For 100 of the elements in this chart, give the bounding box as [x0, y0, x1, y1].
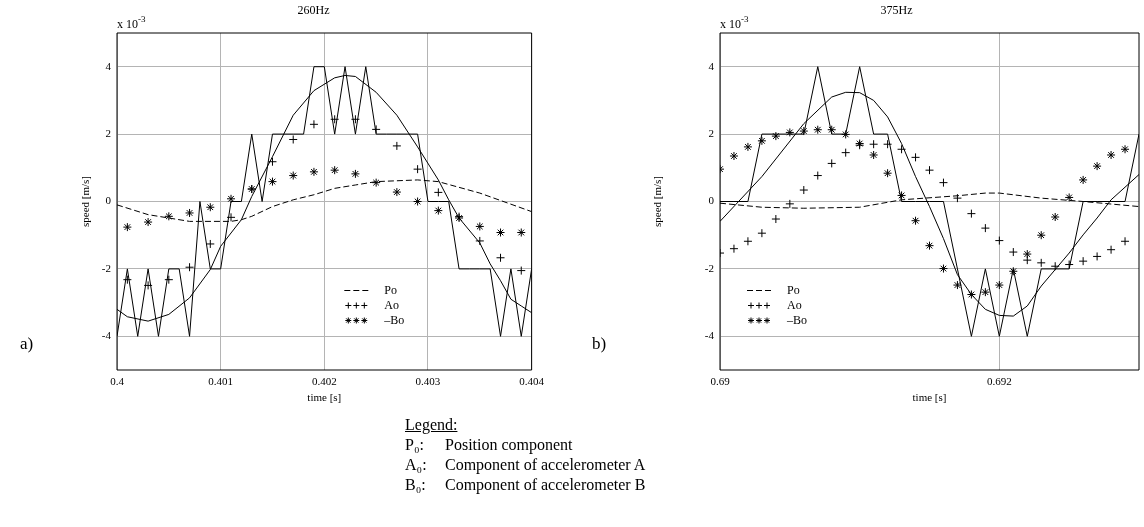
point [757, 136, 767, 146]
text: Legend: [405, 415, 459, 435]
point [288, 171, 298, 181]
x-tick-label: 0.402 [311, 375, 337, 388]
point [743, 142, 753, 152]
point [413, 164, 423, 174]
point [952, 193, 962, 203]
point [1064, 192, 1074, 202]
point [841, 129, 851, 139]
point [226, 194, 236, 204]
x-tick-label: 0.401 [208, 375, 234, 388]
point [1120, 236, 1130, 246]
point [980, 223, 990, 233]
point [267, 177, 277, 187]
point [1092, 251, 1102, 261]
point [164, 211, 174, 221]
legend-label: Po [384, 282, 397, 297]
point [966, 290, 976, 300]
point [1022, 249, 1032, 259]
chart-title: 375Hz [880, 3, 913, 18]
point [1106, 245, 1116, 255]
point [785, 199, 795, 209]
chart-title: 260Hz [297, 3, 330, 18]
point [799, 126, 809, 136]
point [330, 165, 340, 175]
point [205, 239, 215, 249]
point [496, 228, 506, 237]
point [1120, 144, 1130, 154]
x-axis-title: time [s] [912, 391, 947, 404]
point [869, 139, 879, 149]
point [883, 168, 893, 178]
point [1050, 212, 1060, 222]
point [911, 216, 921, 226]
x-tick-label: 0.69 [710, 375, 731, 388]
point [516, 228, 526, 237]
point [813, 171, 823, 181]
point [771, 214, 781, 224]
point [938, 264, 948, 274]
point [729, 244, 739, 254]
x-tick-label: 0.692 [986, 375, 1012, 388]
y-tick-label: 4 [105, 59, 112, 72]
legend-label: Po [787, 282, 800, 297]
point [475, 221, 485, 231]
point [350, 169, 360, 179]
y-tick-label: 2 [105, 126, 111, 139]
point [925, 241, 934, 251]
point [1078, 175, 1088, 185]
point [226, 212, 236, 222]
x-tick-label: 0.403 [415, 375, 441, 388]
point [897, 190, 907, 200]
point [1036, 230, 1046, 240]
x-tick-label: 0.404 [519, 375, 545, 388]
point [785, 127, 795, 137]
point [309, 119, 319, 129]
point [185, 208, 195, 218]
x-tick-label: 0.4 [110, 375, 125, 388]
y-tick-label: -2 [101, 261, 111, 274]
y-tick-label: -4 [704, 329, 715, 342]
y-axis-title: speed [m/s] [79, 175, 92, 228]
y-tick-label: 4 [708, 59, 715, 72]
point [1008, 266, 1018, 276]
point [1022, 255, 1032, 265]
point [869, 150, 879, 160]
text: A₀: Component of accelerometer A [405, 455, 646, 475]
point [143, 217, 153, 227]
point [771, 131, 781, 141]
point [1008, 247, 1018, 257]
point [475, 236, 485, 246]
point [911, 152, 921, 162]
x-axis-title: time [s] [307, 391, 342, 404]
y-tick-label: -2 [704, 261, 714, 274]
point [757, 228, 767, 238]
point [371, 178, 381, 188]
point [185, 262, 195, 272]
y-tick-label: 0 [105, 194, 112, 207]
point [827, 125, 837, 135]
point [841, 148, 851, 158]
text: b) [592, 334, 607, 354]
point [122, 222, 132, 232]
point [994, 236, 1004, 246]
legend-label: Ao [787, 297, 802, 312]
text: P₀: Position component [405, 435, 574, 455]
y-tick-label: 2 [708, 126, 714, 139]
legend-label: –Bo [383, 312, 405, 327]
point [966, 209, 976, 219]
point [743, 236, 753, 246]
point [938, 178, 948, 188]
point [729, 151, 739, 161]
point [1036, 258, 1046, 268]
y-axis-title: speed [m/s] [651, 175, 664, 228]
legend-label: –Bo [786, 312, 808, 327]
point [392, 141, 402, 151]
point [813, 125, 823, 135]
y-tick-label: 0 [708, 194, 715, 207]
point [433, 187, 443, 197]
point [952, 280, 962, 290]
point [516, 266, 526, 276]
point [994, 280, 1004, 290]
point [392, 187, 402, 197]
point [799, 185, 809, 195]
